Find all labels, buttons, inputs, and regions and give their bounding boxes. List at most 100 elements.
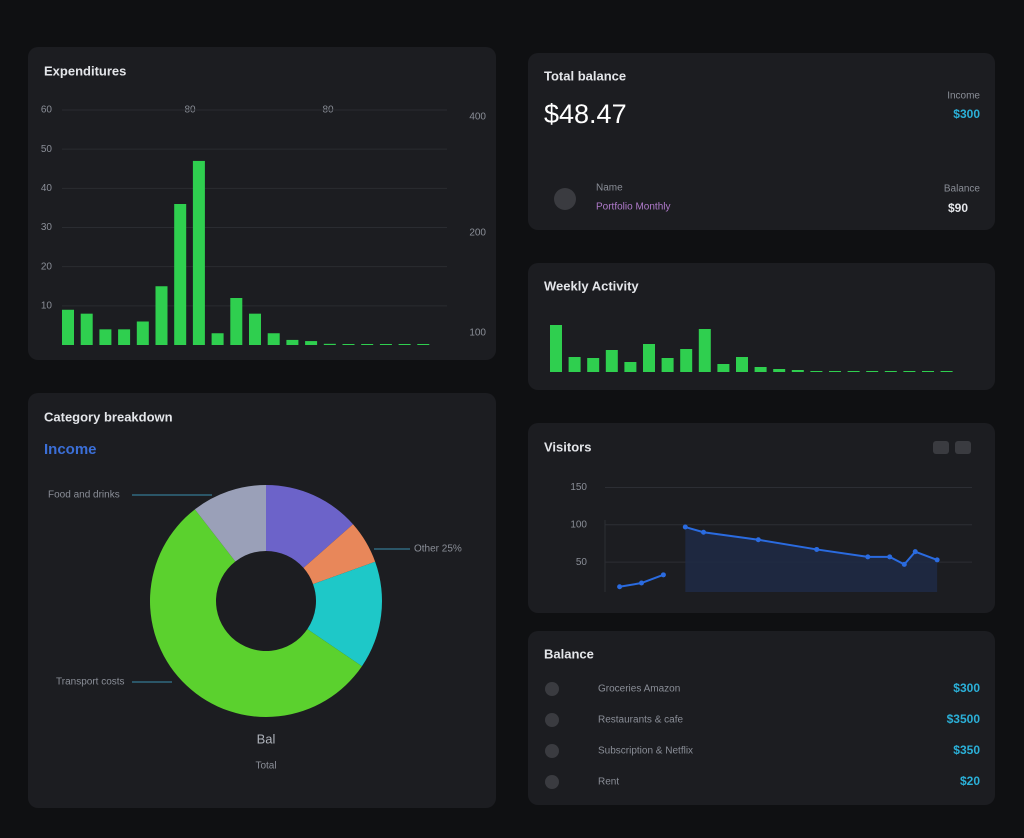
income-label: Income bbox=[947, 91, 980, 102]
right-label: 200 bbox=[469, 228, 486, 239]
bar bbox=[847, 371, 860, 372]
bar bbox=[136, 321, 149, 345]
row-amount: $20 bbox=[960, 774, 980, 788]
bar bbox=[80, 313, 93, 345]
bar bbox=[174, 204, 187, 345]
bar bbox=[417, 344, 430, 345]
bar bbox=[791, 370, 804, 372]
account-name: Portfolio Monthly bbox=[596, 202, 670, 213]
bar bbox=[379, 344, 392, 345]
point bbox=[660, 572, 666, 578]
row-name: Groceries Amazon bbox=[598, 684, 680, 695]
panel-title: Category breakdown bbox=[44, 409, 173, 424]
bar bbox=[587, 358, 600, 372]
point bbox=[901, 561, 907, 567]
donut-slice bbox=[149, 509, 362, 717]
bar bbox=[192, 160, 205, 345]
right-label: 400 bbox=[469, 112, 486, 123]
y-tick-label: 10 bbox=[41, 300, 53, 311]
toggle-button[interactable] bbox=[955, 441, 971, 454]
panel-title: Total balance bbox=[544, 68, 626, 83]
income-value: $300 bbox=[953, 107, 980, 121]
point bbox=[639, 580, 644, 586]
y-tick-label: 60 bbox=[41, 105, 53, 116]
callout: Transport costs bbox=[56, 677, 125, 688]
point bbox=[887, 554, 893, 560]
row-icon bbox=[545, 682, 559, 696]
point bbox=[934, 557, 940, 563]
bar bbox=[643, 344, 655, 372]
account-label: Name bbox=[596, 183, 623, 194]
bar bbox=[773, 369, 786, 372]
bar bbox=[717, 364, 730, 372]
bar bbox=[305, 341, 318, 345]
bar bbox=[810, 371, 823, 372]
footer: Bal bbox=[257, 731, 276, 746]
row-icon bbox=[545, 713, 559, 727]
row-amount: $350 bbox=[953, 743, 980, 757]
bar bbox=[698, 329, 711, 372]
y-tick-label: 40 bbox=[41, 183, 53, 194]
row-name: Restaurants & cafe bbox=[598, 715, 683, 726]
bar bbox=[605, 350, 618, 372]
bar bbox=[249, 313, 261, 345]
bar bbox=[118, 329, 131, 345]
balance-value: $90 bbox=[948, 201, 968, 215]
avatar bbox=[554, 188, 576, 210]
bar bbox=[568, 357, 581, 372]
donut-slice bbox=[303, 524, 376, 585]
bar bbox=[286, 339, 299, 345]
bar bbox=[680, 349, 693, 372]
bar bbox=[323, 343, 336, 345]
row-name: Subscription & Netflix bbox=[598, 746, 693, 757]
y-tick-label: 30 bbox=[41, 222, 53, 233]
point bbox=[682, 524, 688, 530]
panel-title: Balance bbox=[544, 646, 594, 661]
donut-slice bbox=[266, 485, 354, 568]
bar bbox=[267, 333, 280, 345]
callout: Food and drinks bbox=[48, 490, 120, 501]
y-tick-label: 50 bbox=[41, 144, 53, 155]
balance-label: Balance bbox=[944, 184, 981, 195]
panel-subtitle: Income bbox=[44, 441, 97, 458]
bar bbox=[922, 371, 934, 372]
bar bbox=[398, 344, 411, 345]
row-icon bbox=[545, 775, 559, 789]
area bbox=[685, 527, 938, 592]
row-icon bbox=[545, 744, 559, 758]
bar bbox=[211, 333, 224, 345]
point bbox=[912, 549, 918, 555]
bar bbox=[940, 371, 953, 372]
panel bbox=[528, 53, 995, 230]
panel bbox=[528, 631, 995, 805]
bar bbox=[903, 371, 916, 372]
footer: Total bbox=[255, 761, 276, 772]
point bbox=[865, 554, 871, 560]
point bbox=[617, 584, 623, 590]
bar bbox=[866, 371, 879, 372]
panel-title: Weekly Activity bbox=[544, 278, 639, 293]
panel bbox=[28, 47, 496, 360]
point bbox=[814, 546, 820, 552]
bar bbox=[884, 371, 897, 372]
bar bbox=[361, 344, 374, 345]
bar bbox=[342, 344, 355, 345]
bar bbox=[99, 329, 112, 345]
toggle-button[interactable] bbox=[933, 441, 949, 454]
bar bbox=[736, 357, 748, 372]
panel-title: Expenditures bbox=[44, 63, 126, 78]
bar bbox=[661, 358, 674, 372]
balance-amount: $48.47 bbox=[544, 99, 627, 129]
panel bbox=[28, 393, 496, 808]
bar bbox=[62, 309, 74, 345]
y-tick-label: 150 bbox=[570, 482, 587, 493]
callout: Other 25% bbox=[414, 544, 462, 555]
point bbox=[755, 537, 761, 543]
row-name: Rent bbox=[598, 777, 619, 788]
donut-slice bbox=[307, 561, 382, 667]
y-tick-label: 20 bbox=[41, 261, 53, 272]
bar bbox=[754, 367, 767, 372]
row-amount: $3500 bbox=[947, 712, 981, 726]
